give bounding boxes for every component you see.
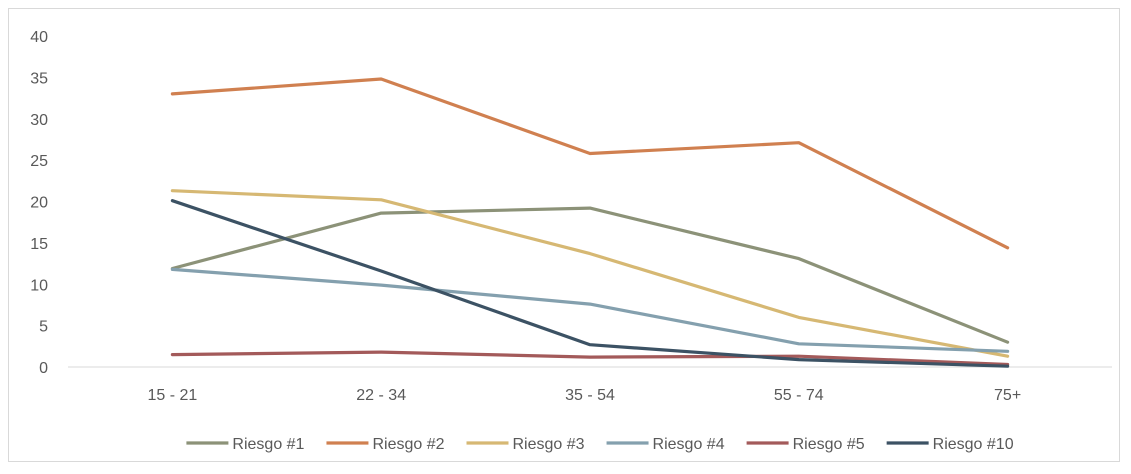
x-tick-label: 22 - 34 (356, 387, 406, 404)
legend-label: Riesgo #3 (513, 436, 585, 453)
legend: Riesgo #1 Riesgo #2 Riesgo #3 Riesgo #4 Ries… (186, 436, 1014, 453)
legend-label: Riesgo #10 (933, 436, 1014, 453)
y-tick-label: 15 (30, 236, 48, 253)
y-tick-label: 30 (30, 112, 48, 129)
y-tick-label: 40 (30, 29, 48, 46)
y-tick-label: 0 (39, 360, 48, 377)
x-tick-label: 55 - 74 (774, 387, 824, 404)
x-tick-label: 35 - 54 (565, 387, 615, 404)
series-line (170, 206, 1010, 344)
series-line (170, 267, 1010, 353)
y-tick-label: 5 (39, 319, 48, 336)
series-line (170, 189, 1010, 358)
legend-label: Riesgo #2 (372, 436, 444, 453)
y-tick-label: 20 (30, 195, 48, 212)
series-lines (170, 77, 1010, 368)
y-tick-labels: 0 5 10 15 20 25 30 35 40 (30, 29, 48, 377)
series-line (170, 350, 1010, 367)
x-tick-label: 75+ (994, 387, 1021, 404)
y-tick-label: 35 (30, 70, 48, 87)
y-tick-label: 25 (30, 153, 48, 170)
y-tick-label: 10 (30, 277, 48, 294)
series-line (170, 77, 1010, 250)
legend-label: Riesgo #4 (653, 436, 725, 453)
legend-label: Riesgo #1 (232, 436, 304, 453)
x-tick-label: 15 - 21 (147, 387, 197, 404)
legend-label: Riesgo #5 (793, 436, 865, 453)
chart-area (8, 8, 1120, 462)
series-line (170, 199, 1010, 368)
x-tick-labels: 15 - 21 22 - 34 35 - 54 55 - 74 75+ (147, 387, 1021, 404)
